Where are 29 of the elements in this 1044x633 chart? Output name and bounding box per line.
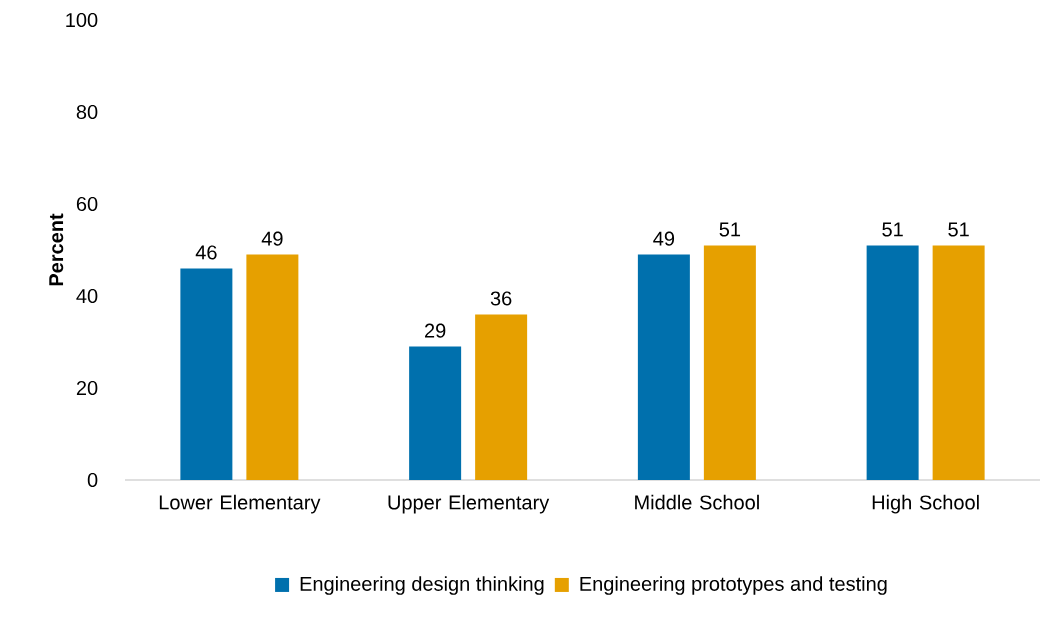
data-label: 46 [195,245,217,260]
bar [703,245,756,480]
y-tick-label: 40 [76,288,98,304]
x-tick-label: Middle School [635,494,759,510]
y-tick-label: 60 [76,196,98,212]
bar [475,314,528,480]
y-tick-label: 100 [66,12,98,28]
data-label: 51 [719,222,741,237]
data-label: 29 [425,323,446,338]
data-label: 51 [948,222,969,237]
bar [246,254,299,480]
y-tick-label: 20 [76,380,98,396]
legend-label: Engineering prototypes and testing [580,576,887,595]
bar [932,245,985,480]
data-label: 49 [653,231,675,246]
bar [409,346,462,480]
y-tick-label: 80 [76,104,98,120]
bar [637,254,690,480]
x-tick-label: High School [872,494,979,514]
data-label: 51 [882,222,903,237]
x-tick-label: Upper Elementary [388,494,550,514]
y-tick-label: 0 [87,472,98,488]
bar [180,268,233,480]
y-axis-title: Percent [49,213,64,286]
x-tick-label: Lower Elementary [159,494,321,514]
data-label: 49 [261,231,283,246]
bar [866,245,919,480]
data-label: 36 [490,291,512,306]
legend-label: Engineering design thinking [300,576,544,595]
